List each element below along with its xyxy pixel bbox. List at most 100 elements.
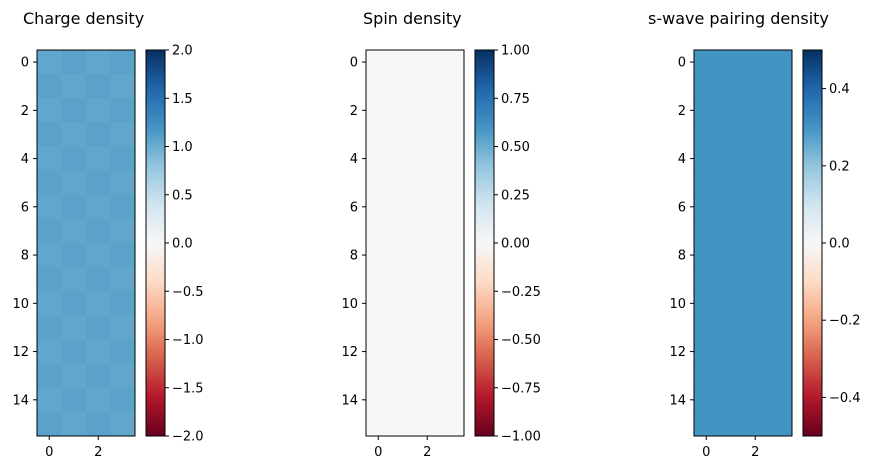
y-tick-label: 14 <box>341 393 358 408</box>
colorbar-band <box>146 223 165 228</box>
colorbar-band <box>803 362 822 366</box>
x-tick-label: 2 <box>94 445 102 460</box>
colorbar-band <box>475 271 494 276</box>
colorbar-band <box>475 378 494 382</box>
heatmap-cell <box>694 363 719 389</box>
colorbar-band <box>146 127 165 131</box>
heatmap-cell <box>61 146 87 172</box>
y-tick-label: 14 <box>669 393 686 408</box>
heatmap-cell <box>439 146 465 172</box>
colorbar-band <box>475 288 494 292</box>
colorbar-band <box>475 384 494 389</box>
colorbar-band <box>803 239 822 244</box>
heatmap-cell <box>415 170 440 196</box>
colorbar-band <box>146 246 165 250</box>
heatmap-cell <box>743 170 768 196</box>
heatmap-cell <box>767 315 793 340</box>
heatmap-cell <box>743 387 768 413</box>
colorbar-band <box>146 82 165 86</box>
colorbar-band <box>146 374 165 379</box>
colorbar-band <box>803 136 822 141</box>
spin-density-panel: Spin density 0 2 4 6 8 10 12 14 0 2 1.00 0.75 0.50 0.… <box>341 9 540 460</box>
colorbar-tick-label: 0.5 <box>172 188 193 203</box>
heatmap-cell <box>110 50 136 75</box>
colorbar-band <box>475 117 494 122</box>
colorbar-band <box>475 69 494 74</box>
heatmap-cell <box>439 170 465 196</box>
colorbar-band <box>146 191 165 196</box>
colorbar-tick-label: 0.0 <box>829 237 850 252</box>
colorbar-band <box>803 217 822 221</box>
colorbar-band <box>803 394 822 398</box>
colorbar-band <box>803 390 822 395</box>
colorbar-band <box>146 123 165 128</box>
heatmap-cell <box>743 98 768 123</box>
heatmap-cell <box>37 218 62 244</box>
colorbar-band <box>475 82 494 86</box>
heatmap-cell <box>86 267 111 292</box>
y-tick-label: 2 <box>21 104 29 119</box>
colorbar-tick-label: 1.0 <box>172 140 193 155</box>
colorbar-band <box>146 304 165 308</box>
colorbar-tick-label: −0.25 <box>501 285 541 300</box>
colorbar-band <box>475 140 494 144</box>
x-tick-label: 2 <box>751 445 759 460</box>
y-tick-label: 0 <box>350 56 358 71</box>
y-tick-label: 12 <box>12 345 29 360</box>
heatmap-cell <box>694 267 719 292</box>
heatmap-cell <box>743 146 768 172</box>
colorbar-band <box>803 114 822 119</box>
colorbar-band <box>146 120 165 125</box>
heatmap-cell <box>366 291 391 316</box>
colorbar-band <box>146 291 165 295</box>
heatmap-cell <box>61 194 87 220</box>
heatmap-cell <box>390 363 416 389</box>
colorbar-band <box>146 310 165 315</box>
heatmap-cell <box>415 74 440 99</box>
colorbar-band <box>803 111 822 115</box>
colorbar-band <box>803 214 822 218</box>
colorbar-band <box>146 365 165 369</box>
colorbar-band <box>146 78 165 83</box>
colorbar-band <box>475 50 494 54</box>
heatmap-cell <box>415 291 440 316</box>
heatmap-cell <box>415 122 440 147</box>
heatmap-cell <box>366 315 391 340</box>
colorbar-band <box>146 333 165 337</box>
colorbar-band <box>803 201 822 205</box>
heatmap-cell <box>415 50 440 75</box>
colorbar-tick-label: −0.2 <box>829 314 861 329</box>
colorbar-band <box>146 358 165 363</box>
colorbar-band <box>475 59 494 64</box>
heatmap-cell <box>767 50 793 75</box>
colorbar-tick-label: 0.4 <box>829 82 850 97</box>
colorbar-band <box>803 185 822 189</box>
heatmap-cell <box>61 74 87 99</box>
colorbar-band <box>803 104 822 109</box>
colorbar-band <box>146 259 165 263</box>
colorbar-band <box>803 307 822 312</box>
colorbar-band <box>803 278 822 283</box>
colorbar-band <box>803 336 822 340</box>
heatmap-cell <box>390 194 416 220</box>
colorbar-band <box>475 204 494 209</box>
colorbar-band <box>803 146 822 151</box>
heatmap-cell <box>390 74 416 99</box>
colorbar-band <box>475 120 494 125</box>
heatmap-cell <box>37 363 62 389</box>
colorbar-band <box>475 133 494 138</box>
colorbar-band <box>803 252 822 257</box>
colorbar-band <box>803 429 822 434</box>
heatmap-cell <box>694 122 719 147</box>
heatmap-cell <box>415 194 440 220</box>
heatmap-cell <box>415 387 440 413</box>
heatmap-cell <box>61 315 87 340</box>
colorbar-band <box>803 259 822 263</box>
colorbar-band <box>803 297 822 302</box>
colorbar-band <box>146 355 165 360</box>
colorbar-band <box>475 165 494 170</box>
heatmap-cell <box>743 122 768 147</box>
heatmap-cell <box>37 122 62 147</box>
colorbar-band <box>146 352 165 357</box>
colorbar-band <box>803 246 822 250</box>
